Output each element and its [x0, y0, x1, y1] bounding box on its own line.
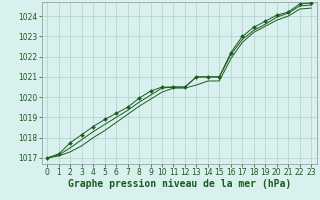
X-axis label: Graphe pression niveau de la mer (hPa): Graphe pression niveau de la mer (hPa) [68, 179, 291, 189]
